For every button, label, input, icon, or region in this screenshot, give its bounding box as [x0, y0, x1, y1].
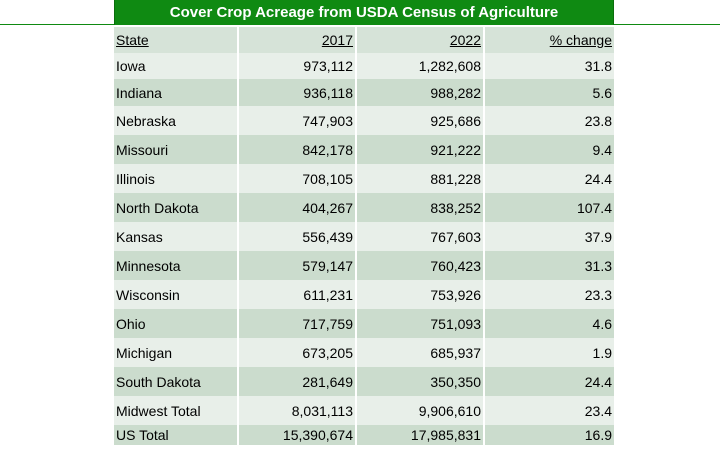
cell-state: Wisconsin [114, 280, 239, 309]
cell-2017: 611,231 [238, 280, 357, 309]
cell-state: Missouri [114, 135, 239, 164]
cell-2017: 8,031,113 [238, 396, 357, 425]
cell-2022: 921,222 [356, 135, 485, 164]
cell-state: Minnesota [114, 251, 239, 280]
cover-crop-table: State 2017 2022 % change Iowa 973,112 1,28… [114, 27, 614, 445]
cell-2017: 708,105 [238, 164, 357, 193]
header-2017: 2017 [238, 27, 357, 53]
cell-pct-change: 1.9 [592, 344, 612, 361]
cell-2017: 973,112 [238, 53, 357, 79]
table-row: Illinois 708,105 881,228 24.4 [114, 164, 614, 193]
cell-state: Kansas [114, 222, 239, 251]
cell-pct-change: 24.4 [584, 170, 612, 187]
header-state: State [114, 27, 239, 53]
table-title: Cover Crop Acreage from USDA Census of A… [114, 0, 614, 25]
table-body: Iowa 973,112 1,282,608 31.8 Indiana 936,118 98… [114, 53, 614, 445]
cell-2022: 350,350 [356, 367, 485, 396]
cell-pct-change: 31.8 [584, 58, 612, 74]
table-row: Wisconsin 611,231 753,926 23.3 [114, 280, 614, 309]
cell-pct-change: 37.9 [584, 228, 612, 245]
cell-2017: 281,649 [238, 367, 357, 396]
cell-state: South Dakota [114, 367, 239, 396]
cell-pct-change: 24.4 [584, 373, 612, 390]
cell-state: Ohio [114, 309, 239, 338]
cell-2022: 753,926 [356, 280, 485, 309]
cell-2022: 9,906,610 [356, 396, 485, 425]
table-row: Kansas 556,439 767,603 37.9 [114, 222, 614, 251]
title-border-left [0, 0, 114, 25]
table-row: North Dakota 404,267 838,252 107.4 [114, 193, 614, 222]
table-row: Michigan 673,205 685,937 1.9 [114, 338, 614, 367]
cell-pct-change: 107.4 [576, 199, 612, 216]
cell-state: Illinois [114, 164, 239, 193]
cell-2022: 838,252 [356, 193, 485, 222]
cell-pct-change: 9.4 [592, 141, 612, 158]
cell-2022: 767,603 [356, 222, 485, 251]
header-pct-change: % change [549, 32, 612, 48]
cell-2022: 881,228 [356, 164, 485, 193]
cell-pct-change: 23.8 [584, 112, 612, 129]
cell-2017: 579,147 [238, 251, 357, 280]
cell-pct-change: 16.9 [584, 427, 612, 443]
cell-state: North Dakota [114, 193, 239, 222]
cell-2022: 17,985,831 [356, 425, 485, 445]
table-row: US Total 15,390,674 17,985,831 16.9 [114, 425, 614, 445]
cell-2022: 1,282,608 [356, 53, 485, 79]
cell-pct-change: 31.3 [584, 257, 612, 274]
cell-2022: 760,423 [356, 251, 485, 280]
table-row: Nebraska 747,903 925,686 23.8 [114, 106, 614, 135]
cell-pct-change: 5.6 [592, 84, 612, 101]
cell-pct-change: 23.4 [584, 402, 612, 419]
cell-state: US Total [114, 425, 239, 445]
table-row: Missouri 842,178 921,222 9.4 [114, 135, 614, 164]
cell-2022: 988,282 [356, 79, 485, 106]
cell-2022: 925,686 [356, 106, 485, 135]
cell-state: Iowa [114, 53, 239, 79]
cell-pct-change: 4.6 [592, 315, 612, 332]
cell-2017: 747,903 [238, 106, 357, 135]
cell-2017: 717,759 [238, 309, 357, 338]
header-2022: 2022 [356, 27, 485, 53]
table-row: Ohio 717,759 751,093 4.6 [114, 309, 614, 338]
cell-2017: 15,390,674 [238, 425, 357, 445]
cell-2017: 556,439 [238, 222, 357, 251]
table-row: Midwest Total 8,031,113 9,906,610 23.4 [114, 396, 614, 425]
cell-2017: 842,178 [238, 135, 357, 164]
cell-2022: 685,937 [356, 338, 485, 367]
cell-2022: 751,093 [356, 309, 485, 338]
table-row: Iowa 973,112 1,282,608 31.8 [114, 53, 614, 79]
table-row: Indiana 936,118 988,282 5.6 [114, 79, 614, 106]
cell-state: Indiana [114, 79, 239, 106]
cell-state: Nebraska [114, 106, 239, 135]
cell-2017: 673,205 [238, 338, 357, 367]
table-row: Minnesota 579,147 760,423 31.3 [114, 251, 614, 280]
cell-2017: 404,267 [238, 193, 357, 222]
cell-state: Midwest Total [114, 396, 239, 425]
table-row: South Dakota 281,649 350,350 24.4 [114, 367, 614, 396]
header-row: State 2017 2022 % change [114, 27, 614, 53]
title-border-right [614, 0, 720, 25]
cell-pct-change: 23.3 [584, 286, 612, 303]
cell-state: Michigan [114, 338, 239, 367]
cell-2017: 936,118 [238, 79, 357, 106]
